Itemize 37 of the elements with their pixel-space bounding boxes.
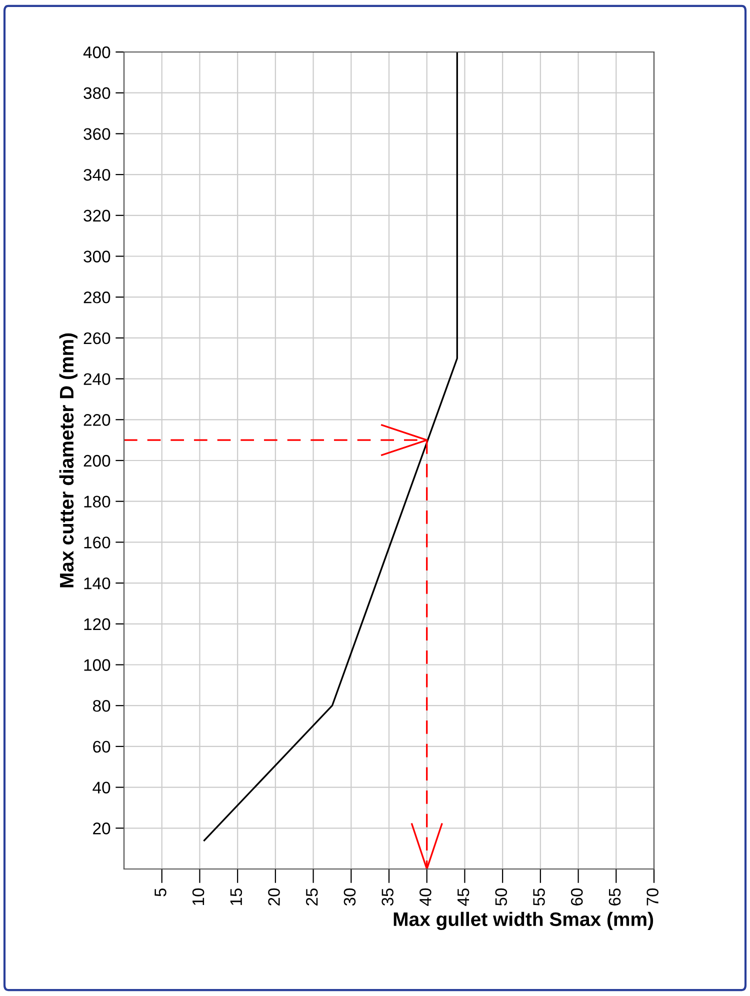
y-tick-label: 140	[84, 577, 110, 590]
x-tick-label: 5	[154, 888, 166, 896]
y-tick-label: 160	[84, 536, 110, 548]
y-tick-label: 260	[84, 332, 110, 344]
y-tick-label: 180	[84, 496, 110, 508]
y-tick-label: 20	[93, 822, 110, 834]
y-tick-label: 80	[92, 700, 110, 712]
y-tick-label: 240	[84, 373, 110, 386]
x-tick-label: 15	[230, 888, 242, 906]
y-tick-label: 100	[84, 659, 110, 671]
x-tick-label: 20	[268, 888, 280, 906]
y-tick-label: 340	[84, 168, 110, 181]
y-tick-label: 300	[84, 250, 110, 262]
x-tick-label: 10	[192, 888, 204, 906]
y-tick-label: 60	[93, 740, 110, 753]
y-tick-label: 280	[84, 292, 110, 304]
x-tick-label: 35	[382, 888, 394, 906]
x-tick-label: 30	[344, 888, 356, 906]
x-tick-label: 55	[533, 888, 545, 906]
x-tick-label: 45	[458, 888, 470, 906]
y-tick-label: 200	[84, 454, 110, 467]
line-series	[203, 52, 458, 842]
y-tick-label: 380	[84, 87, 110, 100]
x-axis-title: Max gullet width Smax (mm)	[394, 912, 654, 930]
x-tick-label: 25	[306, 888, 318, 906]
x-tick-label: 60	[570, 888, 583, 906]
x-tick-label: 70	[646, 888, 658, 906]
y-tick-label: 360	[84, 128, 110, 140]
y-tick-label: 120	[84, 618, 110, 630]
x-tick-label: 65	[608, 888, 621, 906]
y-tick-label: 220	[84, 414, 110, 426]
y-tick-label: 320	[84, 210, 110, 222]
y-axis-title: Max cutter diameter D (mm)	[59, 333, 78, 588]
y-tick-label: 400	[83, 46, 110, 58]
y-tick-label: 40	[92, 782, 110, 794]
x-tick-label: 40	[420, 888, 432, 906]
x-tick-label: 50	[495, 888, 508, 906]
